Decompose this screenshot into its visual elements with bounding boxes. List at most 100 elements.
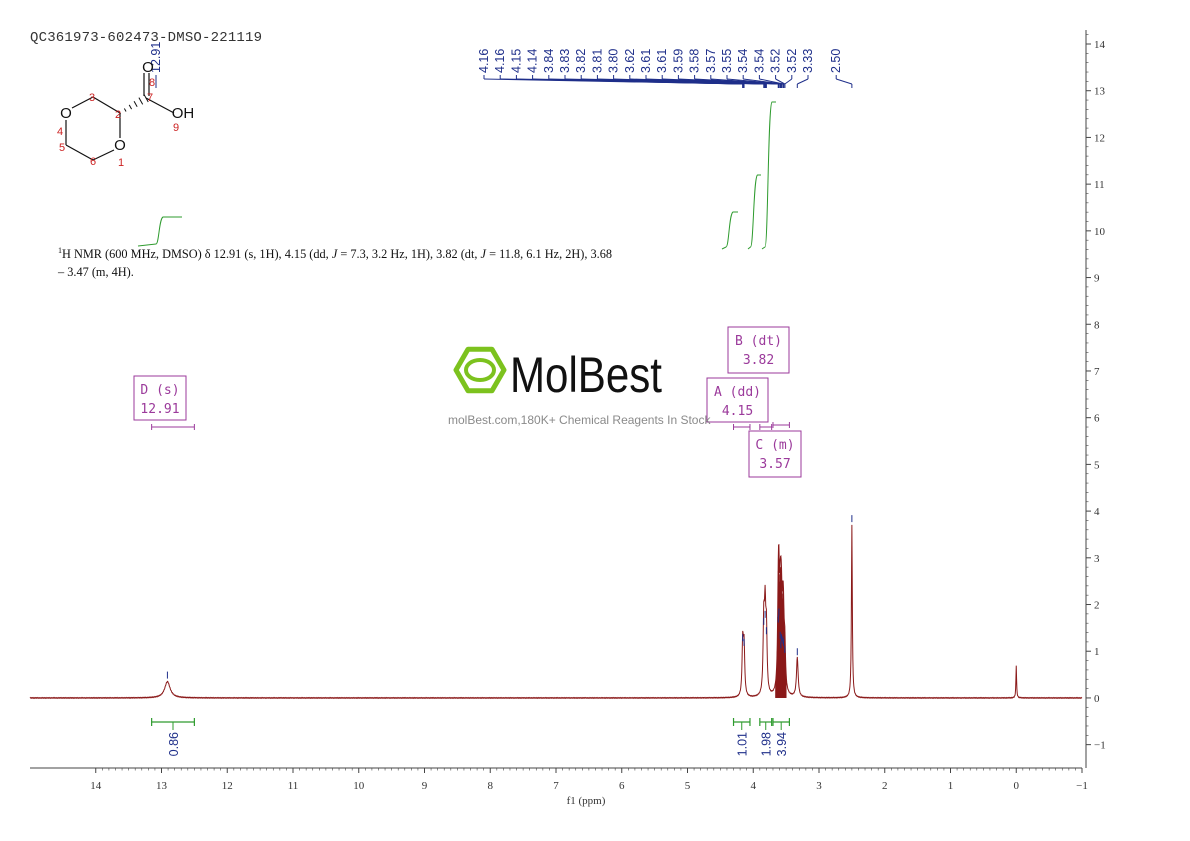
integral-value: 1.98 [760,732,774,756]
bond [145,97,175,114]
y-tick-label: 7 [1094,366,1100,378]
atom-number: 3 [89,92,95,104]
peak-label: 3.61 [655,49,669,73]
peak-label: 3.55 [720,49,734,73]
peak-connector [797,78,809,85]
watermark-tagline: molBest.com,180K+ Chemical Reagents In S… [448,413,711,427]
peak-label: 2.50 [829,49,843,73]
peak-label: 3.57 [704,49,718,73]
peak-label: 3.52 [769,49,783,73]
x-tick-label: 12 [222,780,233,792]
multiplet-shift: 3.57 [759,457,790,472]
integral-curves: 0.86 1.01 1.98 3.94 [137,101,791,756]
atom-O1: O [114,137,126,154]
axes: 14 13 12 11 10 9 8 7 6 5 4 3 2 1 0 −1f1 (ppm)1413121110… [30,30,1106,807]
peak-connector [759,78,784,85]
atom-O4: O [60,105,72,122]
peak-label: 3.83 [558,49,572,73]
peak-connector [784,78,793,85]
atom-number: 5 [59,142,65,154]
multiplet-shift: 3.82 [743,353,774,368]
x-tick-label: 9 [422,780,428,792]
hashed-wedge [119,111,121,115]
peak-label: 3.84 [542,49,556,73]
integral-value: 3.94 [775,732,789,756]
multiplet-label: D (s) [140,383,179,398]
x-tick-label: 5 [685,780,691,792]
multiplet-shift: 12.91 [140,402,179,417]
peak-label-group: 4.16 4.16 4.15 4.14 3.84 3.83 3.82 3.81 3.80 3.62… [149,42,853,88]
multiplet-label: C (m) [755,438,794,453]
logo-hexagon [453,346,507,394]
multiplet-box [727,326,790,374]
y-tick-label: 13 [1094,86,1106,98]
x-tick-label: 4 [751,780,757,792]
hashed-wedge [128,104,133,110]
hashed-wedge [123,108,127,112]
peak-label: 4.15 [509,49,523,73]
x-tick-label: −1 [1076,780,1088,792]
logo-brand-text: MolBest [510,347,662,403]
summary-j2: J [480,247,486,262]
summary-text-b: = 7.3, 3.2 Hz, 1H), 3.82 (dt, [337,247,481,262]
x-tick-label: 0 [1014,780,1020,792]
y-tick-label: 0 [1094,693,1100,705]
sample-id: QC361973-602473-DMSO-221119 [30,30,263,46]
y-tick-label: 12 [1094,132,1105,144]
y-tick-label: 10 [1094,226,1106,238]
peak-connector [836,78,853,85]
peak-label: 3.54 [736,49,750,73]
x-tick-label: 8 [488,780,494,792]
y-tick-label: 3 [1094,553,1100,565]
integral-curve [721,211,738,250]
spectrum-line [29,524,1083,700]
summary-text-a: H NMR (600 MHz, DMSO) δ 12.91 (s, 1H), 4… [62,247,332,262]
atom-number: 9 [173,122,179,134]
molecule-structure: O O O OH 3 2 4 5 6 1 7 8 9 [57,59,194,169]
peak-label-12.91: 12.91 [149,42,163,73]
peak-connector [775,78,786,85]
peak-label: 3.62 [623,49,637,73]
integral-curve [761,101,776,250]
peak-label: 3.58 [688,49,702,73]
peak-label: 4.16 [493,49,507,73]
integral-value: 0.86 [167,732,181,756]
y-tick-label: 11 [1094,179,1105,191]
hashed-wedge [133,100,138,108]
y-tick-label: 14 [1094,39,1106,51]
bond [92,149,115,161]
peak-label: 3.52 [785,49,799,73]
x-tick-label: 14 [90,780,102,792]
atom-O8: O [142,59,154,76]
multiplet-box [748,430,802,478]
multiplet-shift: 4.15 [722,404,753,419]
atom-number: 4 [57,126,63,138]
bond [92,96,121,114]
peak-label: 3.33 [801,49,815,73]
nmr-summary: 1H NMR (600 MHz, DMSO) δ 12.91 (s, 1H), … [58,242,618,281]
bond [65,144,94,161]
y-tick-label: 1 [1094,646,1100,658]
y-tick-label: 2 [1094,600,1100,612]
y-tick-label: 8 [1094,319,1100,331]
spectrum-trace [29,515,1083,700]
summary-text-c: = 11.8, 6.1 Hz, 2H), 3.68 – 3.47 (m, 4H)… [58,247,613,280]
y-tick-label: −1 [1094,740,1106,752]
peak-label: 3.82 [574,49,588,73]
x-tick-label: 7 [553,780,559,792]
y-tick-label: 4 [1094,506,1100,518]
peak-label: 4.16 [477,49,491,73]
atom-number: 1 [118,157,124,169]
x-axis-label: f1 (ppm) [567,795,606,807]
x-tick-label: 2 [882,780,888,792]
peak-label: 3.54 [752,49,766,73]
atom-number: 2 [115,109,121,121]
x-tick-label: 3 [816,780,822,792]
atom-number: 6 [90,156,96,168]
integral-curve [137,216,182,247]
integral-value: 1.01 [736,732,750,756]
molbest-logo: MolBest [453,346,662,403]
y-tick-label: 5 [1094,459,1100,471]
hashed-wedge [138,97,144,105]
x-tick-label: 11 [288,780,299,792]
